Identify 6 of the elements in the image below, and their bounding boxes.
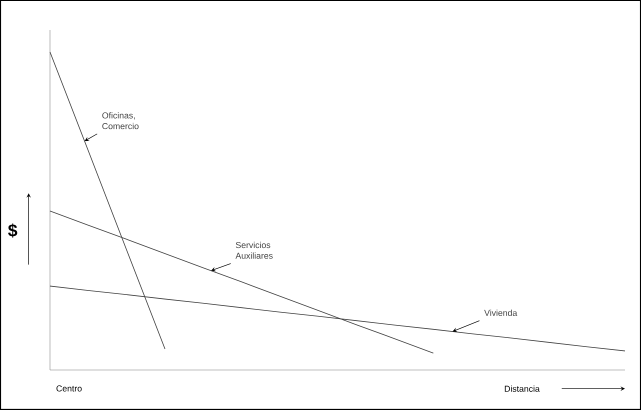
x-axis-title: Distancia <box>504 385 540 392</box>
text: Centro <box>56 385 82 392</box>
text: Servicios Auxiliares <box>235 242 273 259</box>
y-axis-title: $ <box>8 224 18 238</box>
text: Oficinas, Comercio <box>102 112 139 130</box>
text: Vivienda <box>484 310 518 316</box>
